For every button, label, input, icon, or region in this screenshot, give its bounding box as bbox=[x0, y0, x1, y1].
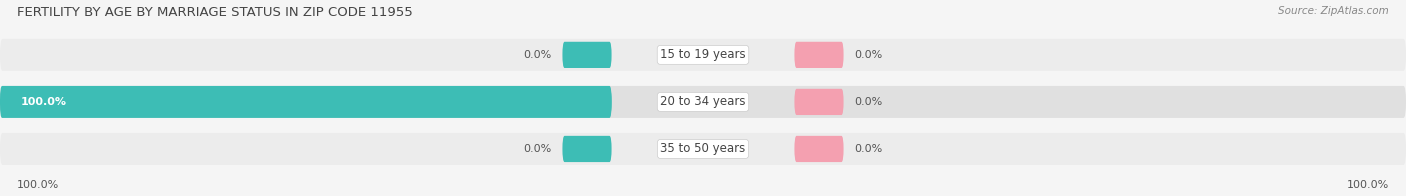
FancyBboxPatch shape bbox=[0, 39, 1406, 71]
FancyBboxPatch shape bbox=[794, 89, 844, 115]
FancyBboxPatch shape bbox=[0, 133, 1406, 165]
FancyBboxPatch shape bbox=[0, 86, 612, 118]
FancyBboxPatch shape bbox=[0, 86, 1406, 118]
Text: 0.0%: 0.0% bbox=[855, 50, 883, 60]
Text: 100.0%: 100.0% bbox=[1347, 180, 1389, 190]
Text: 0.0%: 0.0% bbox=[523, 50, 551, 60]
Text: 0.0%: 0.0% bbox=[523, 144, 551, 154]
FancyBboxPatch shape bbox=[794, 42, 844, 68]
Text: 15 to 19 years: 15 to 19 years bbox=[661, 48, 745, 61]
FancyBboxPatch shape bbox=[562, 89, 612, 115]
FancyBboxPatch shape bbox=[794, 136, 844, 162]
FancyBboxPatch shape bbox=[562, 136, 612, 162]
Text: Source: ZipAtlas.com: Source: ZipAtlas.com bbox=[1278, 6, 1389, 16]
Text: 0.0%: 0.0% bbox=[855, 97, 883, 107]
FancyBboxPatch shape bbox=[562, 42, 612, 68]
Text: 0.0%: 0.0% bbox=[855, 144, 883, 154]
Text: 100.0%: 100.0% bbox=[21, 97, 67, 107]
Text: 35 to 50 years: 35 to 50 years bbox=[661, 142, 745, 155]
Text: 20 to 34 years: 20 to 34 years bbox=[661, 95, 745, 108]
Text: 100.0%: 100.0% bbox=[17, 180, 59, 190]
Text: FERTILITY BY AGE BY MARRIAGE STATUS IN ZIP CODE 11955: FERTILITY BY AGE BY MARRIAGE STATUS IN Z… bbox=[17, 6, 412, 19]
